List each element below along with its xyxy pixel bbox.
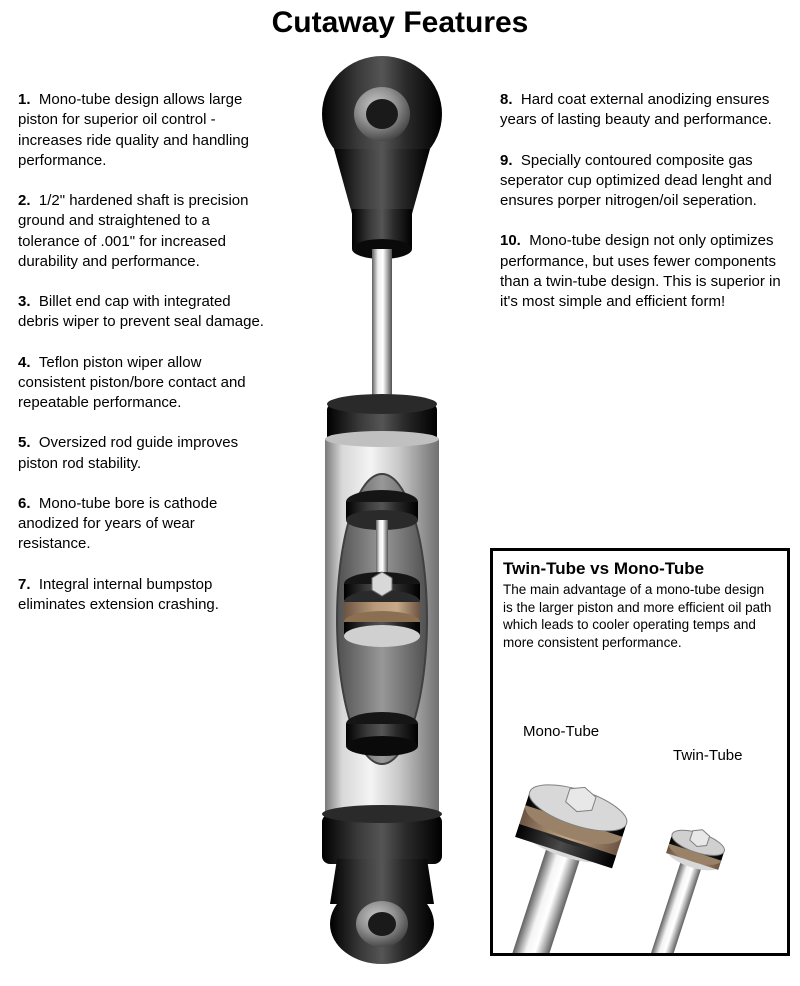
top-eyelet: [322, 56, 442, 259]
left-features-column: 1. Mono-tube design allows large piston …: [18, 90, 268, 635]
page-title: Cutaway Features: [0, 6, 800, 40]
comparison-box: Twin-Tube vs Mono-Tube The main advantag…: [490, 548, 790, 956]
feature-8: 8. Hard coat external anodizing ensures …: [500, 90, 785, 131]
compare-diagram: [493, 723, 787, 953]
right-features-column: 8. Hard coat external anodizing ensures …: [500, 90, 785, 332]
shock-diagram: [282, 54, 482, 966]
compare-text: The main advantage of a mono-tube design…: [503, 581, 777, 651]
feature-9: 9. Specially contoured composite gas sep…: [500, 151, 785, 212]
feature-2: 2. 1/2" hardened shaft is precision grou…: [18, 191, 268, 272]
feature-6: 6. Mono-tube bore is cathode anodized fo…: [18, 494, 268, 555]
piston-rod: [372, 249, 392, 419]
feature-7: 7. Integral internal bumpstop eliminates…: [18, 575, 268, 616]
cutaway-window: [337, 474, 427, 764]
feature-4: 4. Teflon piston wiper allow consistent …: [18, 353, 268, 414]
feature-1: 1. Mono-tube design allows large piston …: [18, 90, 268, 171]
compare-title: Twin-Tube vs Mono-Tube: [503, 559, 777, 579]
feature-3: 3. Billet end cap with integrated debris…: [18, 292, 268, 333]
feature-10: 10. Mono-tube design not only optimizes …: [500, 231, 785, 312]
feature-5: 5. Oversized rod guide improves piston r…: [18, 433, 268, 474]
bottom-eyelet: [330, 884, 434, 964]
